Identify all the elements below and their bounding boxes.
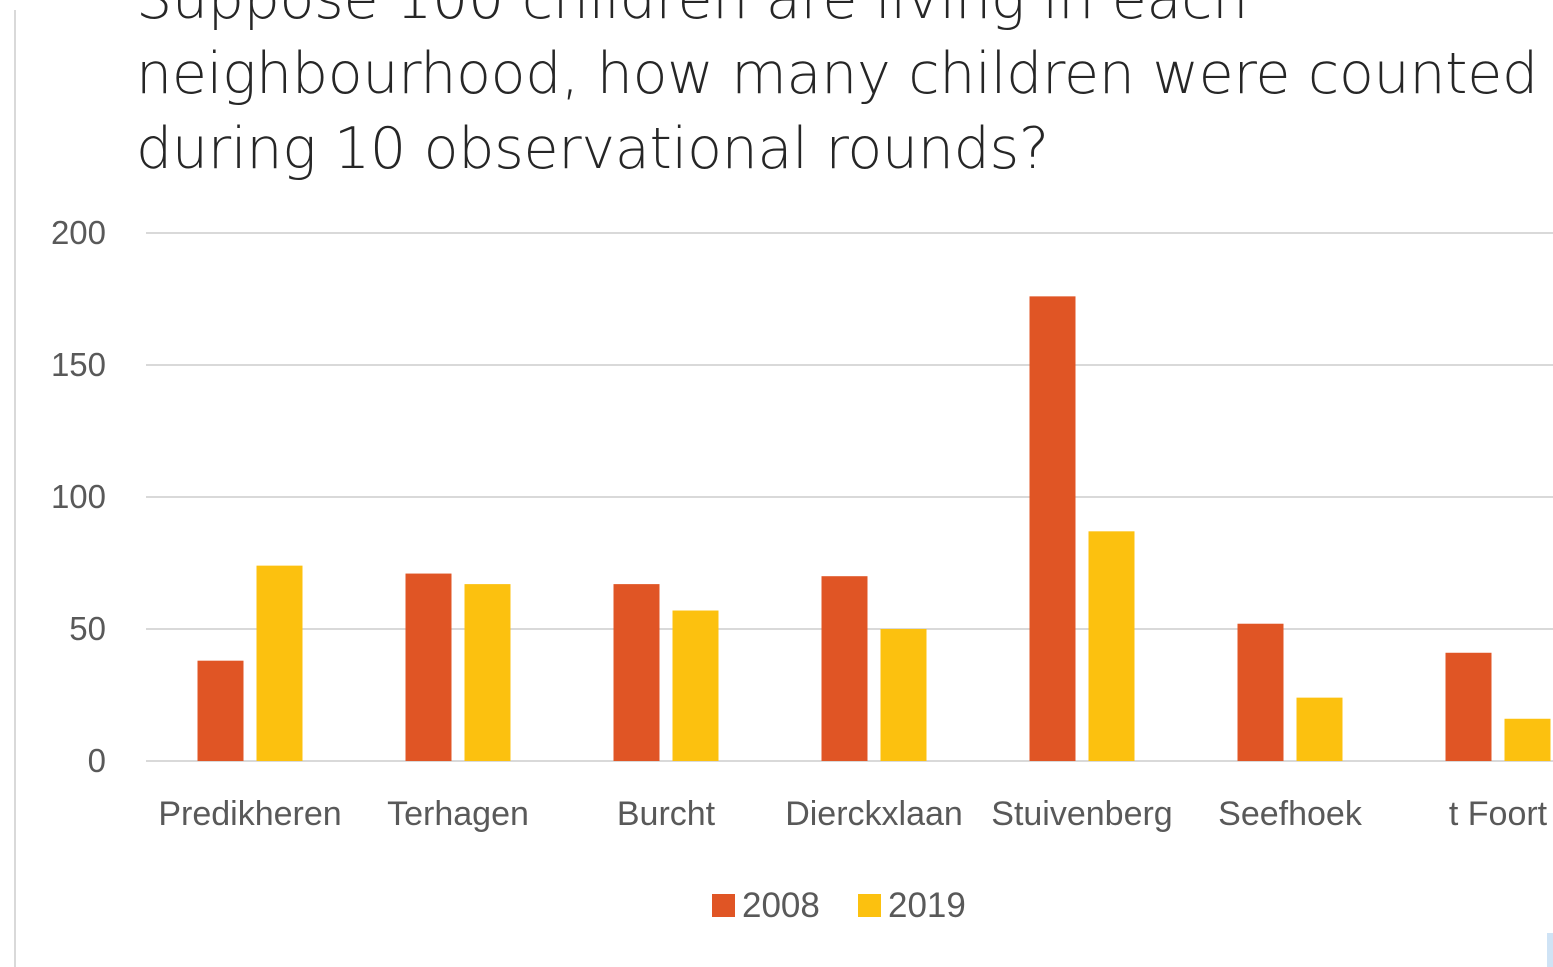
x-category-label: Terhagen [387, 795, 529, 833]
x-category-label: t Foort [1449, 795, 1548, 833]
x-axis-categories: Predikheren Terhagen Burcht Dierckxlaan Stui… [158, 795, 1547, 833]
bar-group [821, 576, 927, 761]
corner-mark [1547, 933, 1553, 967]
bar-group [1445, 652, 1551, 761]
x-category-label: Predikheren [158, 795, 341, 833]
y-axis-ticks: 0 50 100 150 200 [51, 214, 106, 779]
left-border-line [14, 10, 16, 967]
bar-2019 [1088, 531, 1135, 761]
bar-2008 [1237, 623, 1284, 761]
chart-title: Suppose 100 children are living in each … [136, 0, 1538, 187]
bar-group [1237, 623, 1343, 761]
bar-group [1029, 296, 1135, 761]
x-category-label: Seefhoek [1218, 795, 1363, 833]
bar-2008 [405, 573, 452, 761]
bar-2019 [1504, 718, 1551, 761]
y-tick-label: 0 [88, 742, 106, 779]
bar-2008 [197, 660, 244, 761]
bar-group [405, 573, 511, 761]
chart-title-line-1: Suppose 100 children are living in each [136, 0, 1536, 37]
bar-2008 [821, 576, 868, 761]
bar-group [613, 584, 719, 761]
bar-2008 [1029, 296, 1076, 761]
chart-title-line-3: during 10 observational rounds? [136, 116, 1049, 182]
bar-2019 [672, 610, 719, 761]
legend-swatch-2008 [712, 894, 735, 917]
bars [197, 296, 1551, 761]
y-tick-label: 150 [51, 346, 106, 383]
x-category-label: Stuivenberg [991, 795, 1172, 833]
legend-swatch-2019 [858, 894, 881, 917]
y-tick-label: 200 [51, 214, 106, 251]
legend: 2008 2019 [712, 886, 966, 925]
bar-2019 [464, 584, 511, 761]
chart-title-line-2: neighbourhood, how many children were co… [136, 41, 1538, 107]
legend-label: 2008 [742, 886, 820, 925]
y-tick-label: 50 [69, 610, 106, 647]
bar-2008 [1445, 652, 1492, 761]
x-category-label: Dierckxlaan [785, 795, 963, 833]
legend-label: 2019 [888, 886, 966, 925]
x-category-label: Burcht [617, 795, 716, 833]
bar-2019 [880, 629, 927, 761]
bar-2019 [256, 565, 303, 761]
y-tick-label: 100 [51, 478, 106, 515]
bar-2008 [613, 584, 660, 761]
bar-2019 [1296, 697, 1343, 761]
bar-group [197, 565, 303, 761]
